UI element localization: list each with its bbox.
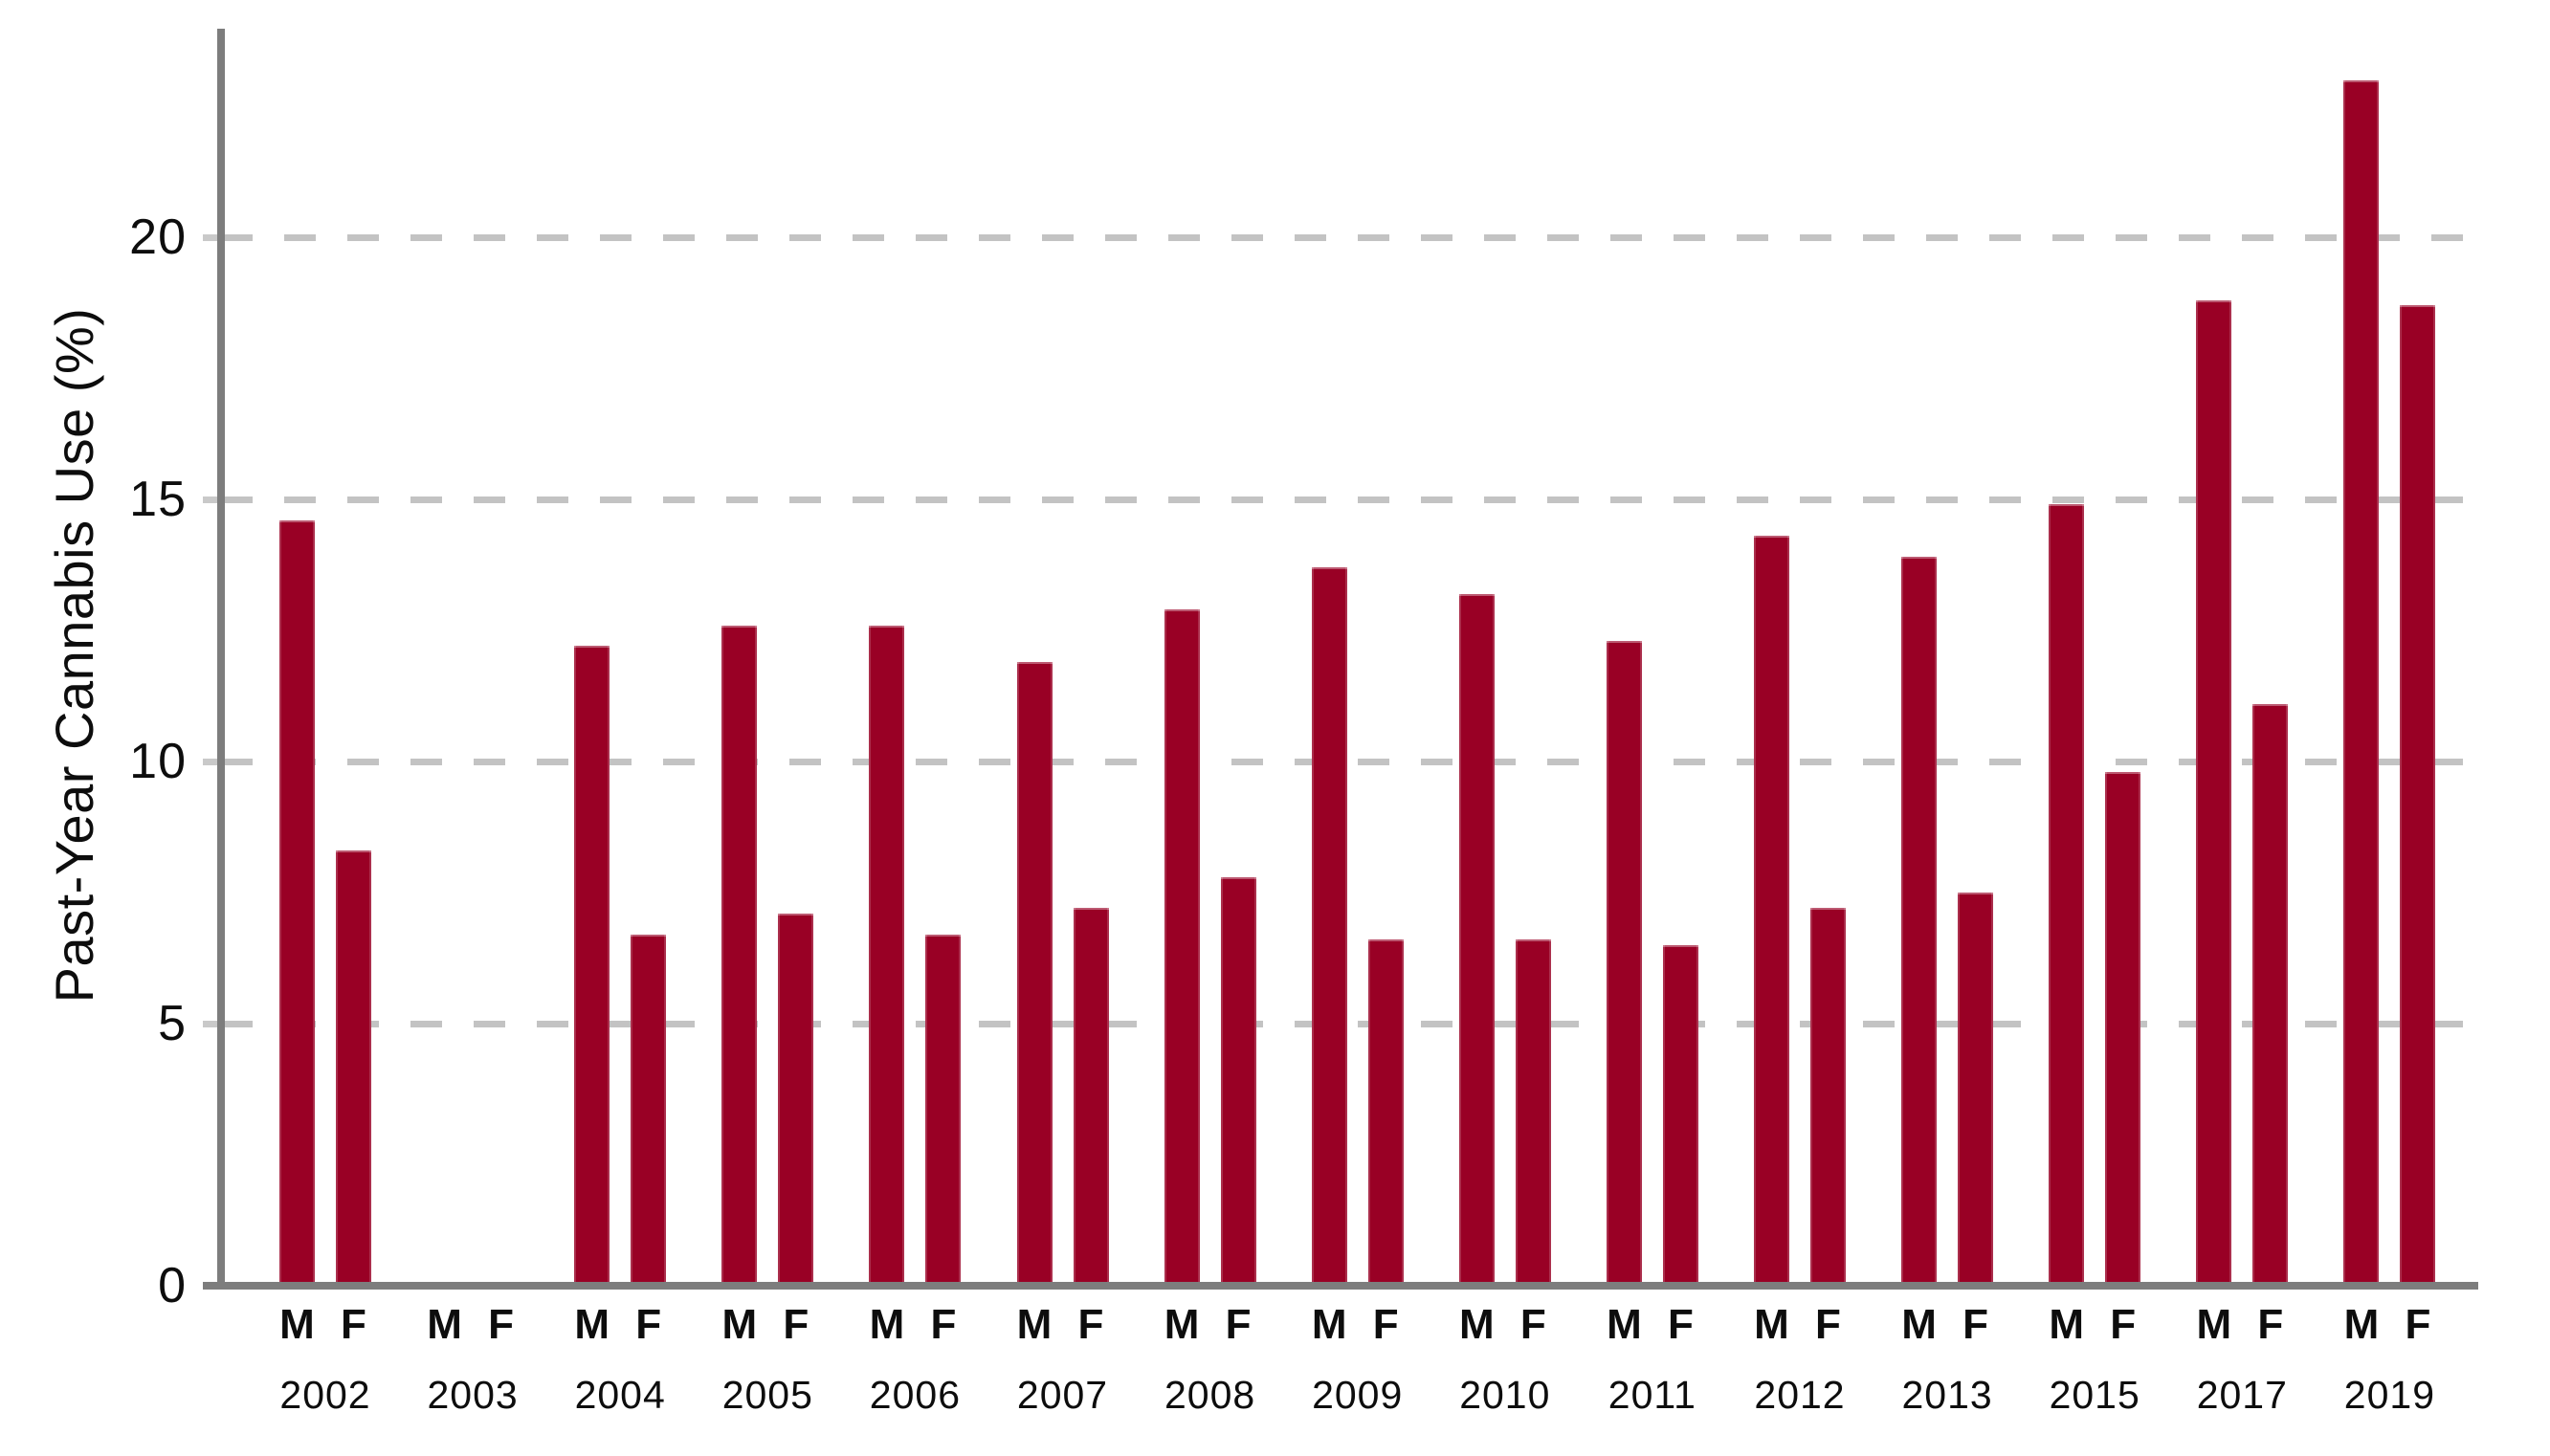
bar-2017-M bbox=[2196, 299, 2232, 1286]
x-label-2017-F: F bbox=[2257, 1301, 2284, 1348]
x-label-2012-M: M bbox=[1754, 1301, 1789, 1348]
x-label-2007-M: M bbox=[1016, 1301, 1053, 1348]
bar-2005-M bbox=[721, 625, 758, 1286]
x-label-2010-M: M bbox=[1458, 1301, 1495, 1348]
gridline-5 bbox=[221, 1020, 2478, 1027]
x-label-year-2010: 2010 bbox=[1459, 1373, 1551, 1417]
y-tick-label-10: 10 bbox=[129, 734, 187, 789]
gridline-20 bbox=[221, 233, 2478, 241]
y-tick-label-0: 0 bbox=[158, 1258, 187, 1313]
x-label-year-2013: 2013 bbox=[1901, 1373, 1993, 1417]
bar-2012-F bbox=[1810, 908, 1846, 1286]
bar-2019-M bbox=[2343, 79, 2380, 1286]
bar-2006-F bbox=[925, 934, 962, 1286]
x-axis-line bbox=[203, 1282, 2478, 1290]
y-tick-label-15: 15 bbox=[129, 472, 187, 527]
x-label-2010-F: F bbox=[1519, 1301, 1546, 1348]
bar-2008-F bbox=[1220, 876, 1256, 1286]
x-label-year-2004: 2004 bbox=[574, 1373, 666, 1417]
x-label-2006-M: M bbox=[869, 1301, 905, 1348]
y-tick-20 bbox=[203, 233, 221, 241]
x-label-year-2008: 2008 bbox=[1164, 1373, 1256, 1417]
y-tick-10 bbox=[203, 758, 221, 765]
bar-2013-M bbox=[1901, 557, 1938, 1286]
x-label-2008-M: M bbox=[1164, 1301, 1200, 1348]
x-label-2009-M: M bbox=[1311, 1301, 1347, 1348]
x-label-2013-F: F bbox=[1962, 1301, 1989, 1348]
y-tick-5 bbox=[203, 1020, 221, 1027]
x-label-year-2009: 2009 bbox=[1312, 1373, 1404, 1417]
x-label-2011-F: F bbox=[1667, 1301, 1694, 1348]
gridline-10 bbox=[221, 758, 2478, 765]
bar-2007-F bbox=[1073, 908, 1109, 1286]
x-label-year-2011: 2011 bbox=[1608, 1373, 1696, 1417]
bar-2005-F bbox=[778, 913, 814, 1286]
bar-2002-M bbox=[279, 519, 315, 1286]
bar-2019-F bbox=[2400, 305, 2436, 1286]
x-label-2002-F: F bbox=[341, 1301, 366, 1348]
x-label-year-2002: 2002 bbox=[279, 1373, 371, 1417]
x-label-year-2005: 2005 bbox=[721, 1373, 813, 1417]
bar-2011-M bbox=[1606, 640, 1642, 1286]
bar-2017-F bbox=[2252, 703, 2289, 1286]
bar-2010-F bbox=[1515, 939, 1551, 1286]
x-label-2011-M: M bbox=[1607, 1301, 1642, 1348]
x-label-2006-F: F bbox=[930, 1301, 957, 1348]
x-label-2004-F: F bbox=[635, 1301, 662, 1348]
gridline-15 bbox=[221, 496, 2478, 503]
x-label-2004-M: M bbox=[574, 1301, 610, 1348]
y-tick-label-20: 20 bbox=[129, 210, 187, 265]
bar-2013-F bbox=[1958, 893, 1994, 1286]
x-label-2002-M: M bbox=[279, 1301, 315, 1348]
bar-2015-M bbox=[2049, 504, 2085, 1286]
x-label-year-2012: 2012 bbox=[1754, 1373, 1846, 1417]
bar-2015-F bbox=[2105, 771, 2141, 1286]
x-label-2017-M: M bbox=[2196, 1301, 2232, 1348]
bar-2009-M bbox=[1311, 567, 1347, 1286]
bar-2012-M bbox=[1754, 536, 1789, 1286]
x-label-2012-F: F bbox=[1815, 1301, 1841, 1348]
bar-2006-M bbox=[869, 625, 905, 1286]
y-axis-title: Past-Year Cannabis Use (%) bbox=[44, 307, 104, 1004]
x-label-2007-F: F bbox=[1077, 1301, 1104, 1348]
x-label-year-2007: 2007 bbox=[1016, 1373, 1109, 1417]
bar-2009-F bbox=[1367, 939, 1404, 1286]
bar-2004-M bbox=[574, 646, 610, 1286]
bar-2004-F bbox=[631, 934, 667, 1286]
x-label-2003-M: M bbox=[427, 1301, 462, 1348]
x-label-2009-F: F bbox=[1372, 1301, 1399, 1348]
y-axis-line bbox=[217, 29, 225, 1290]
bar-2007-M bbox=[1016, 661, 1053, 1286]
x-label-year-2019: 2019 bbox=[2343, 1373, 2435, 1417]
y-tick-label-5: 5 bbox=[158, 996, 187, 1051]
bar-2011-F bbox=[1662, 944, 1698, 1286]
bar-2002-F bbox=[336, 850, 371, 1286]
x-label-year-2017: 2017 bbox=[2196, 1373, 2288, 1417]
x-label-year-2003: 2003 bbox=[427, 1373, 519, 1417]
y-tick-15 bbox=[203, 496, 221, 503]
x-label-2015-F: F bbox=[2110, 1301, 2137, 1348]
x-label-2005-F: F bbox=[783, 1301, 809, 1348]
x-label-2019-F: F bbox=[2405, 1301, 2431, 1348]
x-label-2005-M: M bbox=[721, 1301, 758, 1348]
bar-2008-M bbox=[1164, 609, 1200, 1286]
x-label-year-2015: 2015 bbox=[2049, 1373, 2140, 1417]
x-label-2008-F: F bbox=[1225, 1301, 1252, 1348]
x-label-2019-M: M bbox=[2343, 1301, 2380, 1348]
x-label-2013-M: M bbox=[1901, 1301, 1937, 1348]
x-label-2003-F: F bbox=[488, 1301, 515, 1348]
bar-2010-M bbox=[1458, 593, 1495, 1286]
x-label-year-2006: 2006 bbox=[869, 1373, 961, 1417]
x-label-2015-M: M bbox=[2049, 1301, 2085, 1348]
